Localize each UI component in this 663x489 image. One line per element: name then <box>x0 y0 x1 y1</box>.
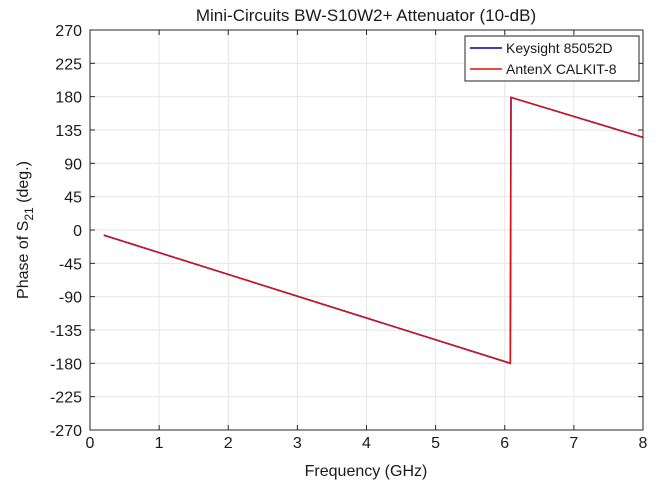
legend-label-antenx: AntenX CALKIT-8 <box>506 61 617 77</box>
legend: Keysight 85052D AntenX CALKIT-8 <box>464 35 640 82</box>
y-tick-labels: 270 225 180 135 90 45 0 -45 -90 -135 -180 -225 -270 <box>50 23 82 440</box>
y-tick-label: -135 <box>50 323 82 340</box>
chart-title: Mini-Circuits BW-S10W2+ Attenuator (10-d… <box>196 6 536 25</box>
x-tick-label: 1 <box>155 435 164 452</box>
y-axis-label-main: Phase of S <box>15 221 32 299</box>
legend-label-keysight: Keysight 85052D <box>506 40 613 56</box>
y-tick-label: -90 <box>59 290 82 307</box>
series-lines <box>103 96 644 365</box>
y-tick-label: 45 <box>64 190 82 207</box>
axis-ticks <box>89 29 644 431</box>
x-axis-label: Frequency (GHz) <box>305 463 428 480</box>
x-tick-label: 8 <box>639 435 648 452</box>
y-tick-label: -180 <box>50 356 82 373</box>
y-tick-label: 270 <box>55 23 82 40</box>
x-tick-label: 2 <box>224 435 233 452</box>
y-tick-label: 225 <box>55 56 82 73</box>
x-tick-label: 0 <box>86 435 95 452</box>
y-tick-label: -225 <box>50 390 82 407</box>
x-tick-label: 4 <box>362 435 371 452</box>
y-tick-label: 0 <box>73 223 82 240</box>
x-tick-label: 7 <box>569 435 578 452</box>
y-axis-label: Phase of S21 (deg.) <box>15 161 36 299</box>
x-tick-labels: 0 1 2 3 4 5 6 7 8 <box>86 435 648 452</box>
y-axis-label-tail: (deg.) <box>15 161 32 207</box>
legend-box <box>464 35 640 82</box>
y-tick-label: 180 <box>55 90 82 107</box>
x-tick-label: 6 <box>500 435 509 452</box>
y-tick-label: 135 <box>55 123 82 140</box>
y-tick-label: -270 <box>50 423 82 440</box>
series-line-antenx <box>103 96 644 365</box>
y-axis-label-subscript: 21 <box>22 207 36 221</box>
y-tick-label: -45 <box>59 256 82 273</box>
x-tick-label: 3 <box>293 435 302 452</box>
y-tick-label: 90 <box>64 156 82 173</box>
x-tick-label: 5 <box>431 435 440 452</box>
